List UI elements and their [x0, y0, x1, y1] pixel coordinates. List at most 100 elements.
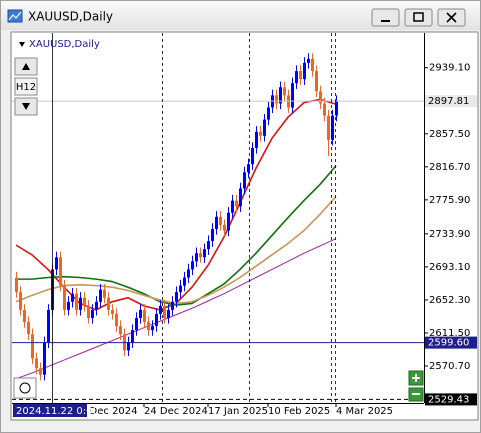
candle-body: [335, 101, 338, 116]
x-tick-label: 10 Feb 2025: [268, 406, 330, 417]
price-label: 2897.81: [428, 96, 469, 107]
candle-body: [219, 216, 222, 225]
candle-body: [311, 58, 314, 72]
candle-body: [139, 309, 142, 318]
x-tick-label: 4 Mar 2025: [336, 406, 393, 417]
candle-body: [279, 87, 282, 104]
candle-body: [227, 212, 230, 231]
candle-body: [267, 107, 270, 120]
chart-label: XAUUSD,Daily: [29, 39, 100, 50]
candle-body: [231, 200, 234, 213]
candle-body: [235, 200, 238, 207]
candle-body: [195, 253, 198, 262]
period-separators: [162, 33, 336, 403]
candle-body: [199, 253, 202, 258]
close-glyph: [446, 12, 457, 23]
window-icon-glyph: [8, 11, 22, 21]
candle-body: [183, 277, 186, 286]
candle-body: [171, 301, 174, 310]
down-glyph: [22, 103, 30, 110]
candle-body: [83, 297, 86, 306]
candle-body: [299, 71, 302, 80]
candle-body: [255, 131, 258, 148]
y-tick-label: 2652.30: [429, 295, 470, 306]
y-tick-label: 2570.70: [429, 361, 470, 372]
restore-glyph: [413, 12, 424, 22]
candle-body: [175, 292, 178, 302]
chart-panel: [10, 31, 479, 421]
candle-body: [143, 309, 146, 323]
shortcut-box[interactable]: [13, 377, 37, 399]
candle-body: [31, 334, 34, 359]
candle-body: [191, 261, 194, 270]
candle-body: [91, 309, 94, 318]
candle-body: [39, 368, 42, 375]
candle-body: [215, 216, 218, 229]
window-icon: [7, 9, 23, 23]
candle-body: [63, 285, 66, 310]
candle-body: [295, 71, 298, 84]
price-label-box: [425, 95, 477, 108]
candle-body: [223, 224, 226, 231]
candle-body: [95, 301, 98, 310]
candle-body: [155, 313, 158, 327]
candle-body: [111, 309, 114, 314]
candle-body: [59, 257, 62, 286]
price-label-box: [425, 393, 477, 406]
candle-body: [239, 188, 242, 207]
cursor-label-box: [13, 404, 87, 417]
candle-body: [19, 292, 22, 310]
candle-body: [43, 342, 46, 375]
candle-body: [127, 342, 130, 351]
minimize-button[interactable]: [371, 8, 400, 27]
candle-body: [251, 147, 254, 165]
zoom-in-glyph: [412, 374, 420, 382]
candle-body: [243, 172, 246, 189]
candle-body: [163, 305, 166, 318]
candle-body: [103, 289, 106, 298]
shortcut-glyph: [19, 382, 31, 394]
candle-body: [159, 305, 162, 314]
candle-body: [71, 293, 74, 302]
cursor-label: 2024.11.22 0:00: [16, 406, 99, 417]
chart-label-icon: [19, 42, 25, 47]
candle-body: [79, 297, 82, 310]
candle-body: [131, 330, 134, 343]
candle-body: [115, 313, 118, 327]
restore-button[interactable]: [404, 8, 433, 27]
candle-body: [211, 228, 214, 242]
price-label: 2529.43: [428, 394, 469, 405]
candle-body: [203, 249, 206, 258]
y-tick-label: 2775.90: [429, 195, 470, 206]
y-tick-label: 2939.10: [429, 63, 470, 74]
candle-body: [259, 131, 262, 136]
candle-body: [179, 285, 182, 293]
candle-body: [275, 95, 278, 104]
candle-body: [15, 277, 18, 293]
candle-body: [35, 358, 38, 369]
moving-average: [15, 238, 337, 380]
candle-body: [327, 115, 330, 140]
x-tick-label: 6 Dec 2024: [80, 406, 138, 417]
candle-body: [87, 305, 90, 318]
candle-body: [323, 103, 326, 116]
price-label-box: [425, 336, 477, 349]
plot: 2939.10 2857.50 2816.70 2775.90 2733.90 2693.…: [12, 53, 477, 417]
candle-body: [315, 71, 318, 92]
candle-body: [47, 309, 50, 343]
candle-body: [283, 87, 286, 96]
candle-body: [99, 289, 102, 302]
up-glyph: [22, 63, 30, 70]
timeframe-box[interactable]: [14, 77, 38, 96]
title-bar: [1, 1, 480, 30]
x-tick-label: 17 Jan 2025: [208, 406, 268, 417]
candle-body: [207, 241, 210, 250]
y-tick-label: 2816.70: [429, 162, 470, 173]
y-tick-label: 2611.50: [429, 328, 470, 339]
candle-body: [291, 83, 294, 108]
candle-body: [55, 257, 58, 270]
x-tick-label: 24 Dec 2024: [144, 406, 208, 417]
window-title: XAUUSD,Daily: [28, 10, 113, 24]
y-tick-label: 2733.90: [429, 229, 470, 240]
